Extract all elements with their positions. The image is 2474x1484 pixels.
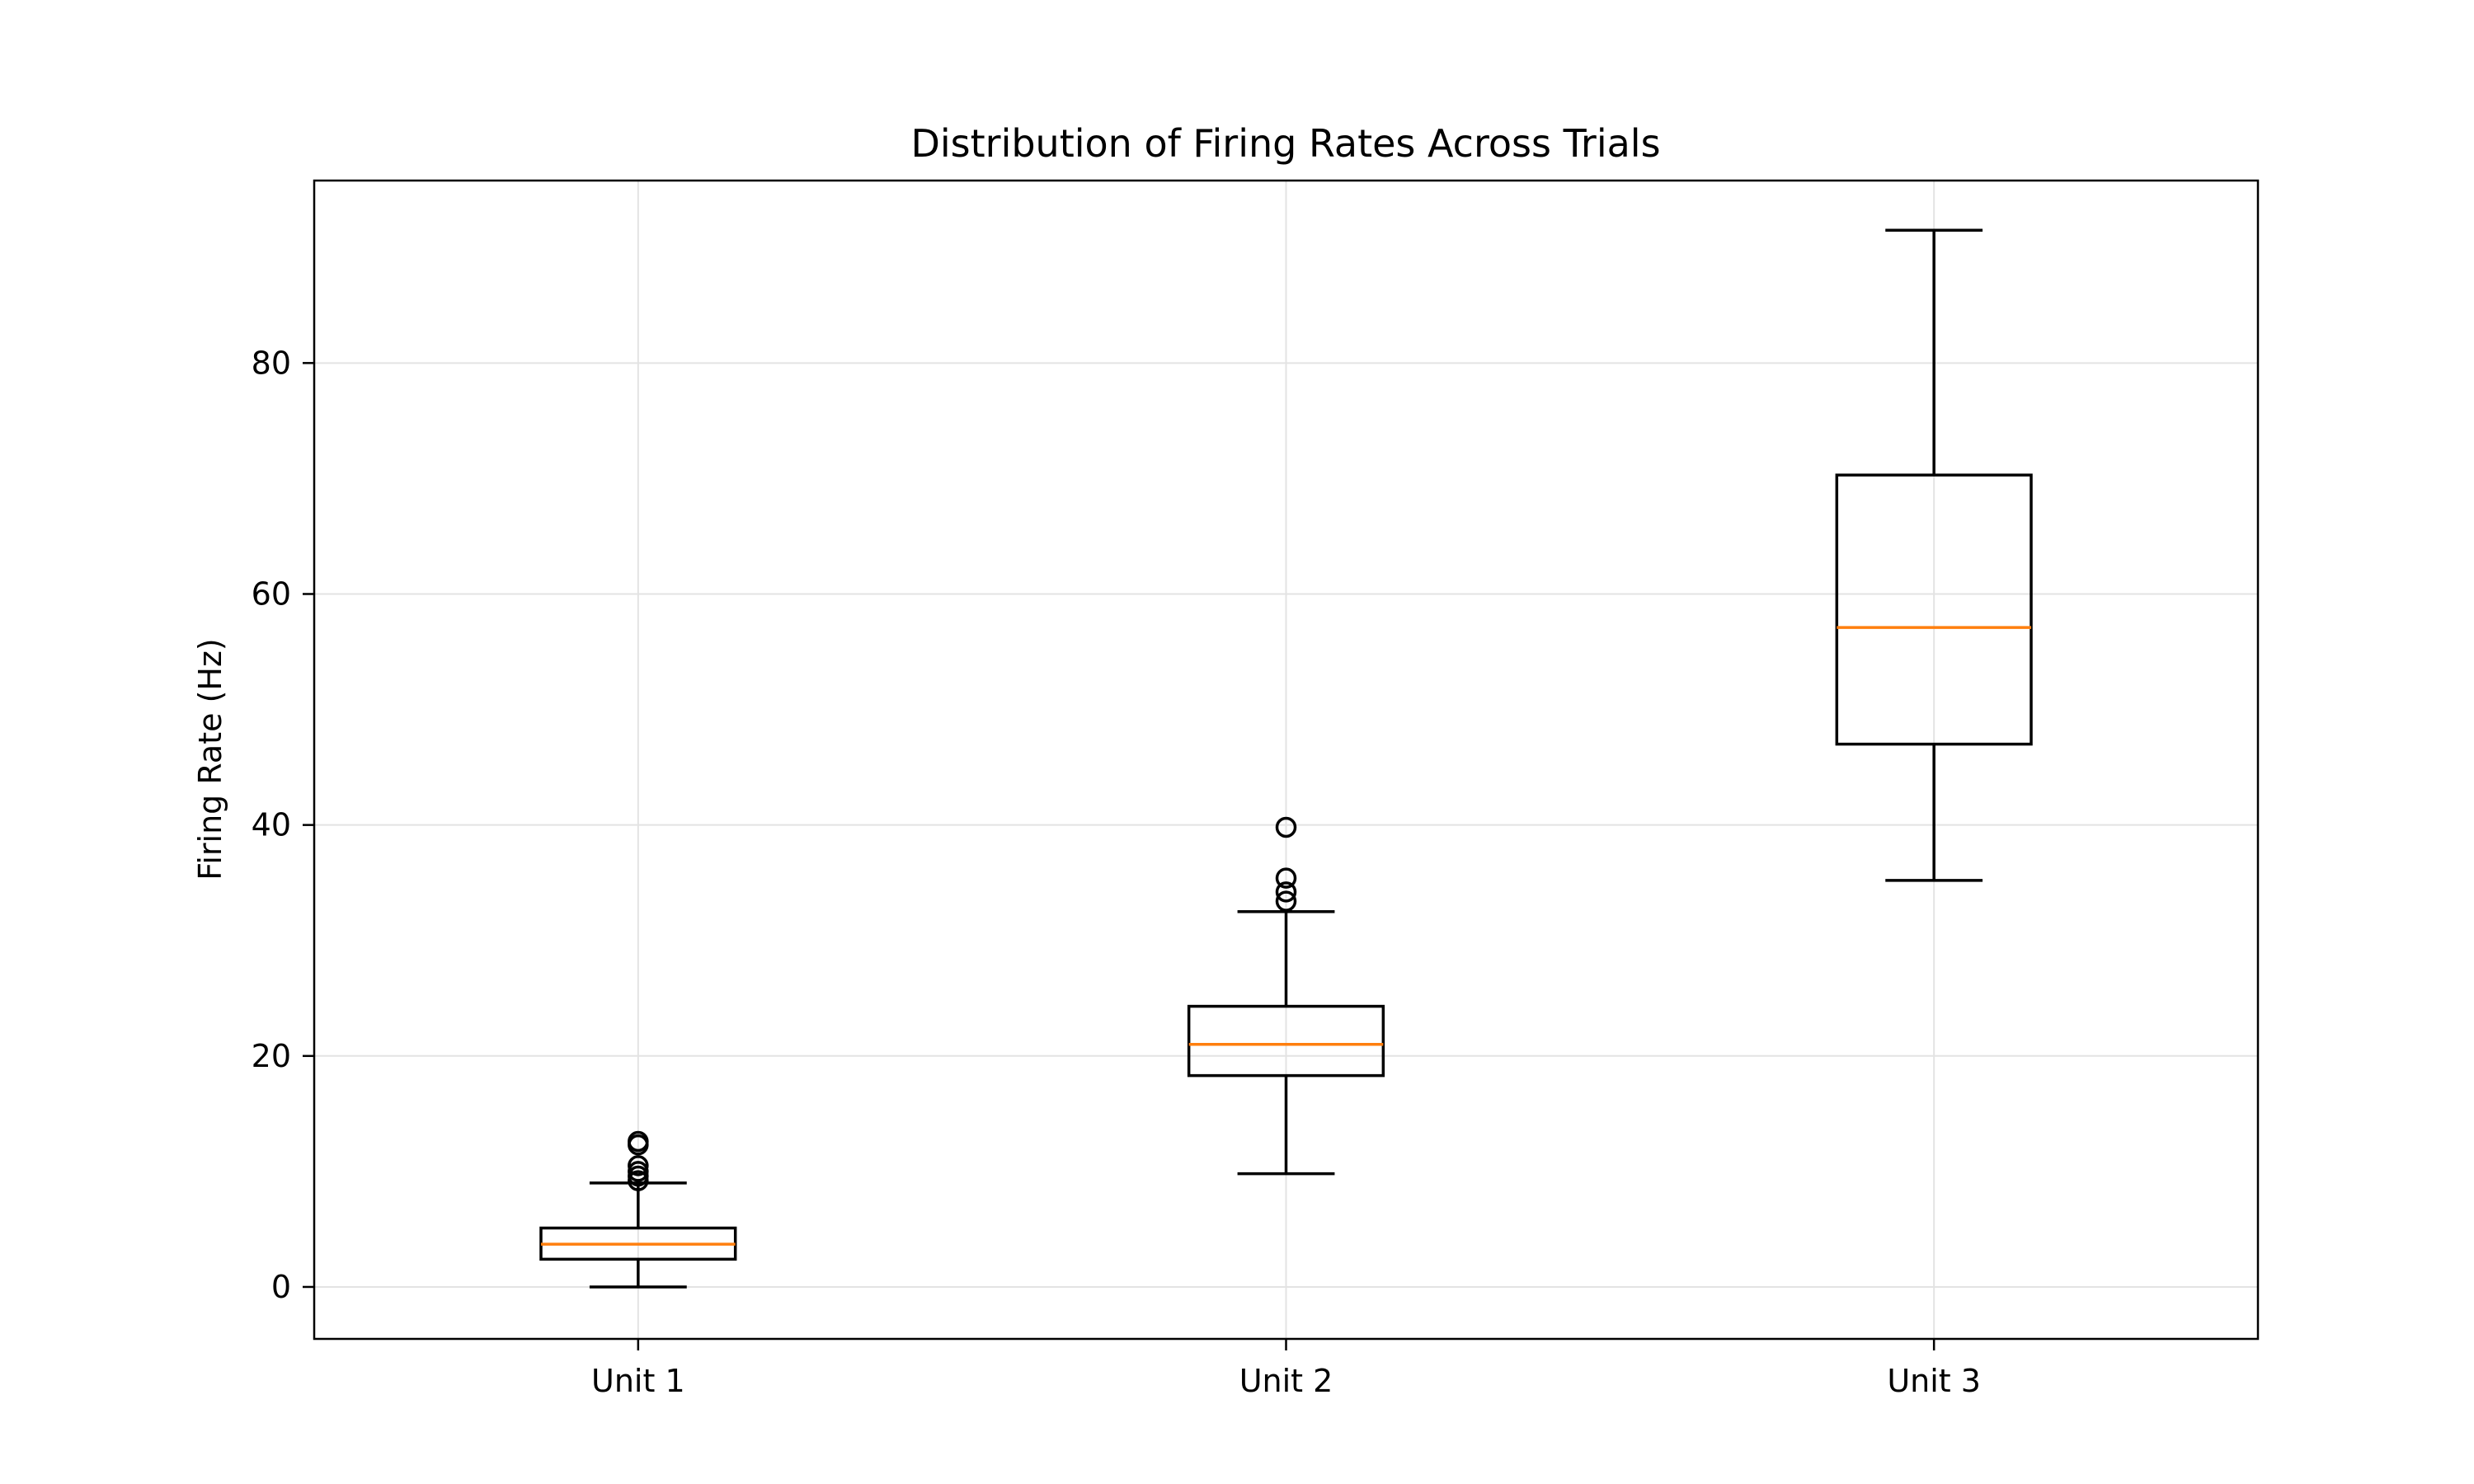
iqr-box [1835,473,2033,746]
outlier-point [1275,881,1297,903]
iqr-box [1187,1004,1385,1078]
y-tick-label: 80 [252,345,291,381]
y-tick-label: 20 [252,1038,291,1074]
outlier-point [628,1161,649,1182]
x-tick-label: Unit 2 [1239,1363,1333,1399]
box-group-1 [539,1130,737,1289]
chart-title: Distribution of Firing Rates Across Tria… [910,121,1660,166]
outlier-point [1275,867,1297,889]
box-group-2 [1187,816,1385,1176]
x-tick-label: Unit 3 [1887,1363,1981,1399]
tick-layer: Unit 1 Unit 2 Unit 3 0 20 40 60 80 [252,345,1981,1399]
y-axis-label: Firing Rate (Hz) [192,638,228,881]
outlier-point [1275,816,1297,838]
y-tick-label: 0 [271,1269,291,1305]
outlier-point [628,1130,649,1153]
box-group-3 [1835,228,2033,882]
outlier-point [1275,890,1297,912]
y-tick-label: 40 [252,807,291,843]
y-tick-label: 60 [252,575,291,612]
x-tick-label: Unit 1 [591,1363,685,1399]
box-layer [539,228,2033,1289]
outlier-point [628,1155,649,1176]
